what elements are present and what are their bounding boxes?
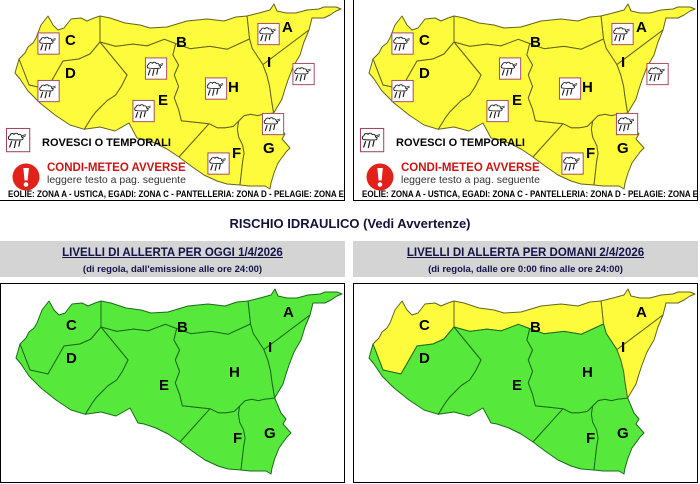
- svg-text:G: G: [617, 425, 629, 442]
- svg-text:EOLIE: ZONA A - USTICA, EGADI:: EOLIE: ZONA A - USTICA, EGADI: ZONA C - …: [362, 189, 698, 199]
- svg-text:CONDI-METEO AVVERSE: CONDI-METEO AVVERSE: [401, 162, 540, 174]
- svg-text:D: D: [419, 350, 430, 367]
- svg-text:E: E: [512, 377, 522, 394]
- svg-text:C: C: [66, 317, 77, 334]
- svg-text:EOLIE: ZONA A - USTICA, EGADI:: EOLIE: ZONA A - USTICA, EGADI: ZONA C - …: [8, 189, 344, 199]
- svg-text:E: E: [159, 377, 169, 394]
- svg-text:H: H: [229, 364, 240, 381]
- svg-text:B: B: [177, 319, 188, 336]
- svg-text:I: I: [268, 339, 272, 356]
- svg-text:I: I: [621, 339, 625, 356]
- svg-text:B: B: [530, 319, 541, 336]
- svg-text:H: H: [582, 364, 593, 381]
- svg-text:leggere testo a pag. seguente: leggere testo a pag. seguente: [401, 174, 540, 186]
- svg-text:D: D: [66, 350, 77, 367]
- svg-text:A: A: [283, 304, 294, 321]
- svg-text:G: G: [264, 425, 276, 442]
- svg-text:F: F: [233, 430, 242, 447]
- svg-text:CONDI-METEO AVVERSE: CONDI-METEO AVVERSE: [47, 162, 186, 174]
- svg-text:ROVESCI O TEMPORALI: ROVESCI O TEMPORALI: [42, 137, 171, 149]
- svg-text:ROVESCI O TEMPORALI: ROVESCI O TEMPORALI: [396, 137, 525, 149]
- svg-text:A: A: [636, 304, 647, 321]
- svg-text:C: C: [419, 317, 430, 334]
- svg-text:F: F: [586, 430, 595, 447]
- svg-text:leggere testo a pag. seguente: leggere testo a pag. seguente: [47, 174, 186, 186]
